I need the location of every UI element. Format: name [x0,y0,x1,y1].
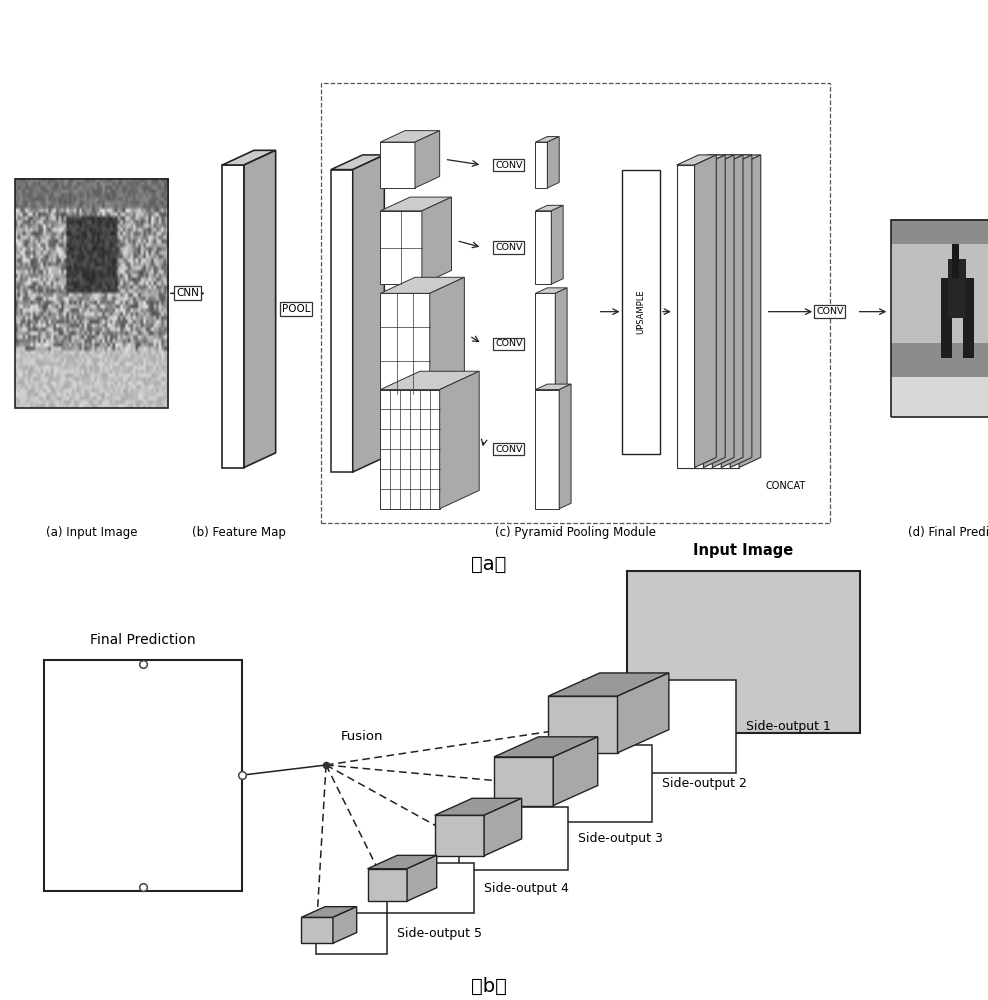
Text: CONCAT: CONCAT [766,481,806,491]
Bar [321,83,830,522]
Text: (b) Feature Map: (b) Feature Map [192,526,287,539]
Polygon shape [333,907,357,943]
Polygon shape [535,390,559,509]
Polygon shape [547,137,559,188]
Polygon shape [535,384,571,390]
Bar [583,680,736,773]
Polygon shape [686,155,725,165]
Polygon shape [721,155,743,468]
Text: （b）: （b） [471,977,507,996]
Polygon shape [380,211,422,284]
Bar [459,807,568,870]
Polygon shape [695,155,716,468]
Polygon shape [244,150,276,468]
Bar [15,179,168,408]
Polygon shape [695,165,712,468]
Polygon shape [535,288,567,293]
Polygon shape [331,155,384,170]
Bar [44,660,242,891]
Text: Side-output 4: Side-output 4 [484,882,569,895]
Polygon shape [435,815,484,856]
Text: Side-output 3: Side-output 3 [578,832,663,845]
Polygon shape [535,293,555,394]
Text: Side-output 1: Side-output 1 [746,720,831,733]
Polygon shape [222,150,276,165]
Polygon shape [301,907,357,917]
Text: CONV: CONV [816,307,844,316]
Polygon shape [712,155,752,165]
Text: CONV: CONV [495,445,523,454]
Polygon shape [494,737,598,757]
Text: Side-output 2: Side-output 2 [662,777,747,790]
Polygon shape [703,155,743,165]
Polygon shape [739,155,761,468]
Polygon shape [440,371,479,509]
Polygon shape [331,170,353,472]
Polygon shape [553,737,598,806]
Polygon shape [712,155,734,468]
Text: Input Image: Input Image [694,543,793,558]
Polygon shape [301,917,333,943]
Text: CONV: CONV [495,339,523,348]
Text: (c) Pyramid Pooling Module: (c) Pyramid Pooling Module [495,526,655,539]
Bar [316,913,387,954]
Text: Side-output 5: Side-output 5 [397,927,482,940]
Polygon shape [222,165,244,468]
Polygon shape [380,197,452,211]
Polygon shape [695,155,734,165]
Polygon shape [730,155,752,468]
Bar [891,220,988,417]
Polygon shape [435,798,522,815]
Text: (a) Input Image: (a) Input Image [45,526,137,539]
Polygon shape [559,384,571,509]
Polygon shape [535,205,563,211]
Polygon shape [484,798,522,856]
Polygon shape [415,131,440,188]
Polygon shape [551,205,563,284]
Text: POOL: POOL [282,304,310,314]
Polygon shape [353,155,384,472]
Text: CONV: CONV [495,243,523,252]
Polygon shape [677,155,716,165]
Polygon shape [721,165,739,468]
Text: CNN: CNN [176,288,200,298]
Polygon shape [535,142,547,188]
Polygon shape [618,673,669,753]
Polygon shape [380,371,479,390]
Polygon shape [407,855,437,901]
Polygon shape [677,165,695,468]
Bar [524,745,652,822]
Text: CONV: CONV [495,160,523,169]
Polygon shape [721,155,761,165]
Bar [627,571,860,733]
Polygon shape [703,155,725,468]
Polygon shape [555,288,567,394]
Text: UPSAMPLE: UPSAMPLE [636,289,646,334]
Polygon shape [686,165,703,468]
Polygon shape [548,673,669,696]
Text: (d) Final Prediction: (d) Final Prediction [908,526,988,539]
Polygon shape [535,211,551,284]
Polygon shape [380,277,464,293]
Polygon shape [548,696,618,753]
Polygon shape [535,137,559,142]
Polygon shape [380,390,440,509]
Polygon shape [703,165,721,468]
Polygon shape [494,757,553,806]
Polygon shape [368,855,437,869]
Polygon shape [430,277,464,394]
Polygon shape [380,293,430,394]
Bar [622,170,660,454]
Text: （a）: （a） [471,555,507,574]
Polygon shape [368,869,407,901]
Bar [387,863,474,913]
Polygon shape [422,197,452,284]
Text: Fusion: Fusion [341,730,383,743]
Polygon shape [380,142,415,188]
Polygon shape [712,165,730,468]
Text: Final Prediction: Final Prediction [91,634,196,648]
Polygon shape [380,131,440,142]
